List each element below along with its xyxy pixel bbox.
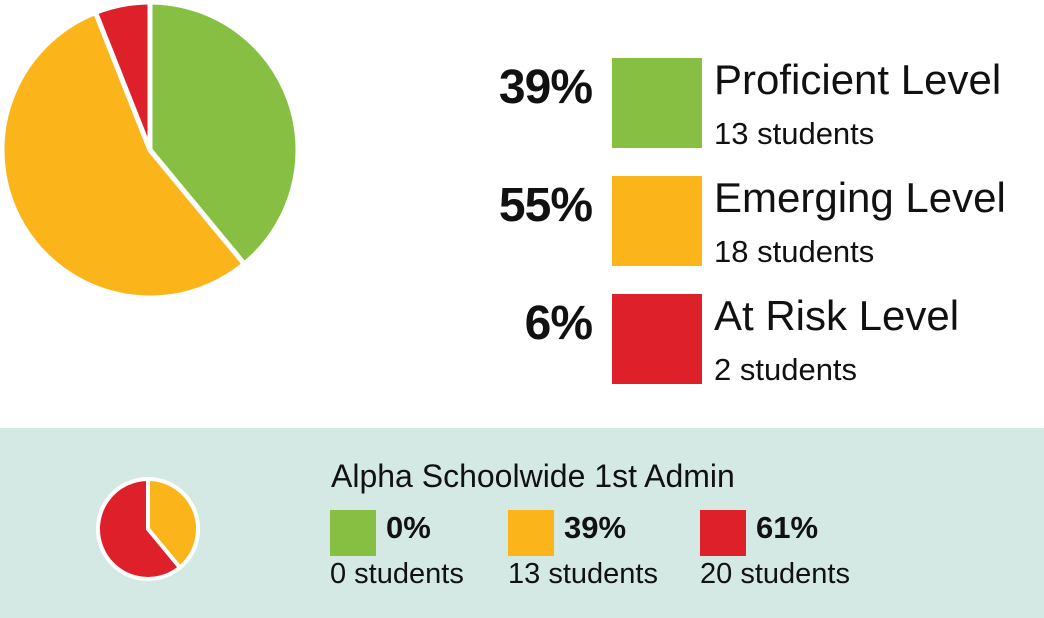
admin-title: Alpha Schoolwide 1st Admin bbox=[331, 458, 735, 494]
admin-at-risk-swatch bbox=[700, 510, 746, 556]
emerging-swatch bbox=[612, 176, 702, 266]
admin-pie-slice-1 bbox=[146, 477, 200, 570]
proficient-percent: 39% bbox=[498, 61, 593, 114]
admin-item-at-risk: 61% 20 students bbox=[700, 510, 890, 590]
main-pie-slice-at-risk-level bbox=[93, 0, 153, 153]
admin-pie-chart bbox=[96, 477, 200, 581]
legend-at-risk: 6% At Risk Level 2 students bbox=[480, 292, 1040, 387]
main-pie-chart bbox=[0, 0, 300, 300]
admin-item-proficient: 0% 0 students bbox=[330, 510, 520, 590]
emerging-percent: 55% bbox=[498, 179, 593, 232]
proficient-swatch bbox=[612, 58, 702, 148]
admin-item-emerging: 39% 13 students bbox=[508, 510, 698, 590]
admin-at-risk-count: 20 students bbox=[700, 558, 850, 590]
at-risk-swatch bbox=[612, 294, 702, 384]
at-risk-label: At Risk Level bbox=[714, 292, 960, 339]
emerging-label: Emerging Level bbox=[714, 174, 1006, 221]
proficient-label: Proficient Level bbox=[714, 56, 1002, 103]
legend-proficient: 39% Proficient Level 13 students bbox=[480, 56, 1040, 151]
proficient-count: 13 students bbox=[714, 116, 875, 151]
legend-emerging: 55% Emerging Level 18 students bbox=[480, 174, 1040, 269]
admin-proficient-percent: 0% bbox=[386, 510, 431, 545]
admin-proficient-count: 0 students bbox=[330, 558, 464, 590]
admin-at-risk-percent: 61% bbox=[756, 510, 819, 545]
admin-comparison-panel: Alpha Schoolwide 1st Admin 0% 0 students… bbox=[0, 428, 1044, 618]
admin-proficient-swatch bbox=[330, 510, 376, 556]
main-pie-slice-proficient-level bbox=[147, 0, 300, 267]
admin-emerging-count: 13 students bbox=[508, 558, 658, 590]
admin-emerging-percent: 39% bbox=[564, 510, 627, 545]
admin-emerging-swatch bbox=[508, 510, 554, 556]
admin-pie-slice-2 bbox=[96, 477, 182, 581]
emerging-count: 18 students bbox=[714, 234, 875, 269]
at-risk-percent: 6% bbox=[524, 297, 593, 350]
main-pie-slice-emerging-level bbox=[0, 9, 247, 300]
at-risk-count: 2 students bbox=[714, 352, 858, 387]
